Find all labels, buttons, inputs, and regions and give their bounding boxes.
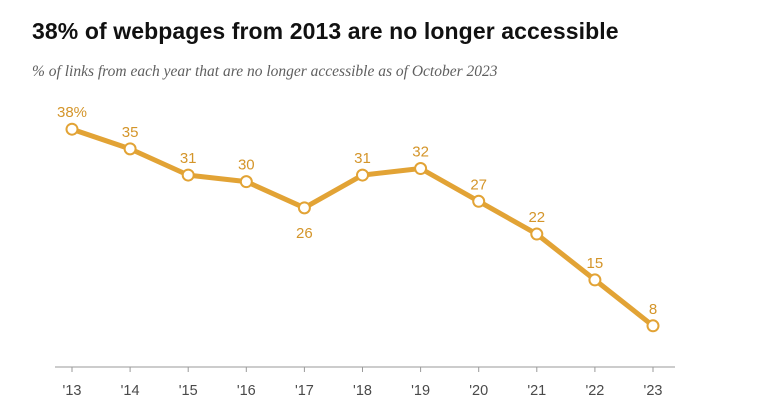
data-label: 22: [528, 209, 545, 226]
x-tick-label: '21: [527, 383, 546, 399]
x-tick-label: '19: [411, 383, 430, 399]
data-label: 32: [412, 144, 429, 161]
chart-subtitle: % of links from each year that are no lo…: [32, 63, 498, 80]
x-tick-label: '16: [237, 383, 256, 399]
x-tick-label: '18: [353, 383, 372, 399]
x-tick-label: '15: [179, 383, 198, 399]
data-label: 26: [296, 225, 313, 242]
x-tick-label: '20: [469, 383, 488, 399]
data-label: 8: [649, 301, 657, 318]
x-tick-label: '14: [121, 383, 140, 399]
data-label: 30: [238, 157, 255, 174]
data-point: [530, 227, 544, 241]
data-point: [297, 201, 311, 215]
data-label: 35: [122, 124, 139, 141]
x-tick-label: '13: [63, 383, 82, 399]
data-label: 27: [470, 176, 487, 193]
chart-title: 38% of webpages from 2013 are no longer …: [32, 18, 619, 44]
data-point: [588, 273, 602, 287]
data-point: [239, 175, 253, 189]
data-point: [123, 142, 137, 156]
data-label: 38%: [57, 104, 87, 121]
data-label: 31: [180, 150, 197, 167]
data-point: [414, 162, 428, 176]
data-point: [356, 168, 369, 182]
x-tick-label: '23: [644, 383, 663, 399]
data-label: 31: [354, 150, 371, 167]
data-point: [472, 194, 486, 208]
x-tick-label: '22: [585, 383, 604, 399]
data-point: [646, 319, 660, 333]
x-tick-label: '17: [295, 383, 314, 399]
data-point: [181, 168, 195, 182]
data-point: [65, 122, 79, 136]
data-label: 15: [587, 255, 604, 272]
